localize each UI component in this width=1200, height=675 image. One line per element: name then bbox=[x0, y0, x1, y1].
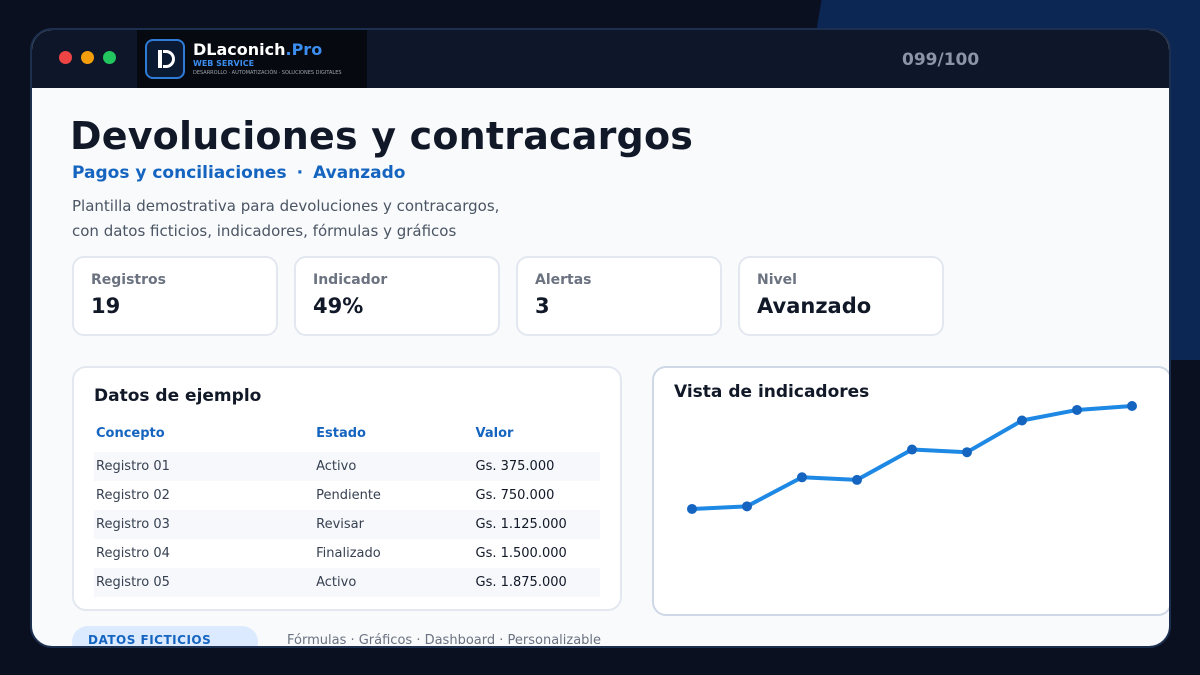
close-window-button[interactable] bbox=[59, 51, 72, 64]
description-line: Plantilla demostrativa para devoluciones… bbox=[72, 197, 500, 215]
kpi-value: Avanzado bbox=[757, 294, 872, 318]
panel-title: Datos de ejemplo bbox=[94, 386, 262, 406]
logo-mark-icon bbox=[145, 39, 185, 79]
kpi-value: 3 bbox=[535, 294, 550, 318]
data-point[interactable] bbox=[852, 474, 862, 485]
table-cell: Registro 04 bbox=[96, 546, 170, 561]
line-chart bbox=[687, 401, 1137, 514]
data-point[interactable] bbox=[1127, 401, 1137, 411]
indicators-chart-panel: Vista de indicadores bbox=[652, 366, 1169, 616]
table-row[interactable]: Registro 03 Revisar Gs. 1.125.000 bbox=[94, 510, 600, 539]
table-row[interactable]: Registro 01 Activo Gs. 375.000 bbox=[94, 452, 600, 481]
data-point[interactable] bbox=[687, 503, 697, 514]
table-row[interactable]: Registro 04 Finalizado Gs. 1.500.000 bbox=[94, 539, 600, 568]
table-cell: Revisar bbox=[316, 517, 364, 532]
data-point[interactable] bbox=[797, 472, 807, 483]
column-header: Estado bbox=[316, 425, 366, 441]
kpi-label: Registros bbox=[91, 272, 166, 288]
brand-logo: DLaconich.Pro WEB SERVICE DESARROLLO · A… bbox=[137, 30, 367, 88]
kpi-value: 49% bbox=[313, 294, 364, 318]
table-cell: Finalizado bbox=[316, 546, 381, 561]
sample-data-panel: Datos de ejemplo Concepto Estado Valor R… bbox=[72, 366, 622, 611]
table-cell: Activo bbox=[316, 459, 357, 474]
table-cell: Registro 02 bbox=[96, 488, 170, 503]
table-cell: Gs. 1.125.000 bbox=[475, 517, 567, 532]
table-cell: Registro 03 bbox=[96, 517, 170, 532]
table-cell: Registro 05 bbox=[96, 575, 170, 590]
data-point[interactable] bbox=[742, 501, 752, 512]
table-cell: Gs. 1.875.000 bbox=[475, 575, 567, 590]
kpi-label: Alertas bbox=[535, 272, 592, 288]
brand-name: DLaconich.Pro bbox=[193, 40, 323, 59]
table-cell: Gs. 1.500.000 bbox=[475, 546, 567, 561]
kpi-card-registros: Registros 19 bbox=[72, 256, 278, 336]
column-header: Valor bbox=[475, 425, 514, 441]
page-description: Plantilla demostrativa para devoluciones… bbox=[72, 194, 592, 244]
title-bar: DLaconich.Pro WEB SERVICE DESARROLLO · A… bbox=[32, 30, 1169, 88]
features-note: Fórmulas · Gráficos · Dashboard · Person… bbox=[287, 633, 602, 648]
maximize-window-button[interactable] bbox=[103, 51, 116, 64]
data-point[interactable] bbox=[962, 447, 972, 458]
table-cell: Gs. 750.000 bbox=[475, 488, 555, 503]
table-row[interactable]: Registro 05 Activo Gs. 1.875.000 bbox=[94, 568, 600, 597]
data-point[interactable] bbox=[1017, 415, 1027, 426]
kpi-label: Indicador bbox=[313, 272, 388, 288]
table-cell: Pendiente bbox=[316, 488, 381, 503]
subtitle-separator: · bbox=[296, 163, 304, 183]
column-header: Concepto bbox=[96, 425, 165, 441]
kpi-label: Nivel bbox=[757, 272, 797, 288]
brand-sub: WEB SERVICE bbox=[193, 59, 255, 68]
data-point[interactable] bbox=[907, 444, 917, 455]
page-title: Devoluciones y contracargos bbox=[70, 114, 694, 158]
kpi-card-nivel: Nivel Avanzado bbox=[738, 256, 944, 336]
page-counter: 099/100 bbox=[902, 50, 980, 70]
table-cell: Activo bbox=[316, 575, 357, 590]
page-subtitle: Pagos y conciliaciones · Avanzado bbox=[72, 163, 405, 183]
minimize-window-button[interactable] bbox=[81, 51, 94, 64]
chart-title: Vista de indicadores bbox=[674, 382, 870, 402]
table-cell: Registro 01 bbox=[96, 459, 170, 474]
table-cell: Gs. 375.000 bbox=[475, 459, 555, 474]
app-window: DLaconich.Pro WEB SERVICE DESARROLLO · A… bbox=[30, 28, 1171, 648]
table-header: Concepto Estado Valor bbox=[94, 422, 600, 444]
level-label: Avanzado bbox=[313, 163, 406, 183]
brand-tagline: DESARROLLO · AUTOMATIZACIÓN · SOLUCIONES… bbox=[193, 70, 342, 76]
fictitious-data-badge: DATOS FICTICIOS bbox=[72, 626, 258, 646]
kpi-value: 19 bbox=[91, 294, 121, 318]
description-line: con datos ficticios, indicadores, fórmul… bbox=[72, 222, 457, 240]
series-line bbox=[691, 404, 1133, 511]
main-content: Devoluciones y contracargos Pagos y conc… bbox=[32, 88, 1169, 648]
kpi-card-indicador: Indicador 49% bbox=[294, 256, 500, 336]
data-point[interactable] bbox=[1072, 404, 1082, 415]
category-label: Pagos y conciliaciones bbox=[72, 163, 287, 183]
kpi-card-alertas: Alertas 3 bbox=[516, 256, 722, 336]
table-row[interactable]: Registro 02 Pendiente Gs. 750.000 bbox=[94, 481, 600, 510]
